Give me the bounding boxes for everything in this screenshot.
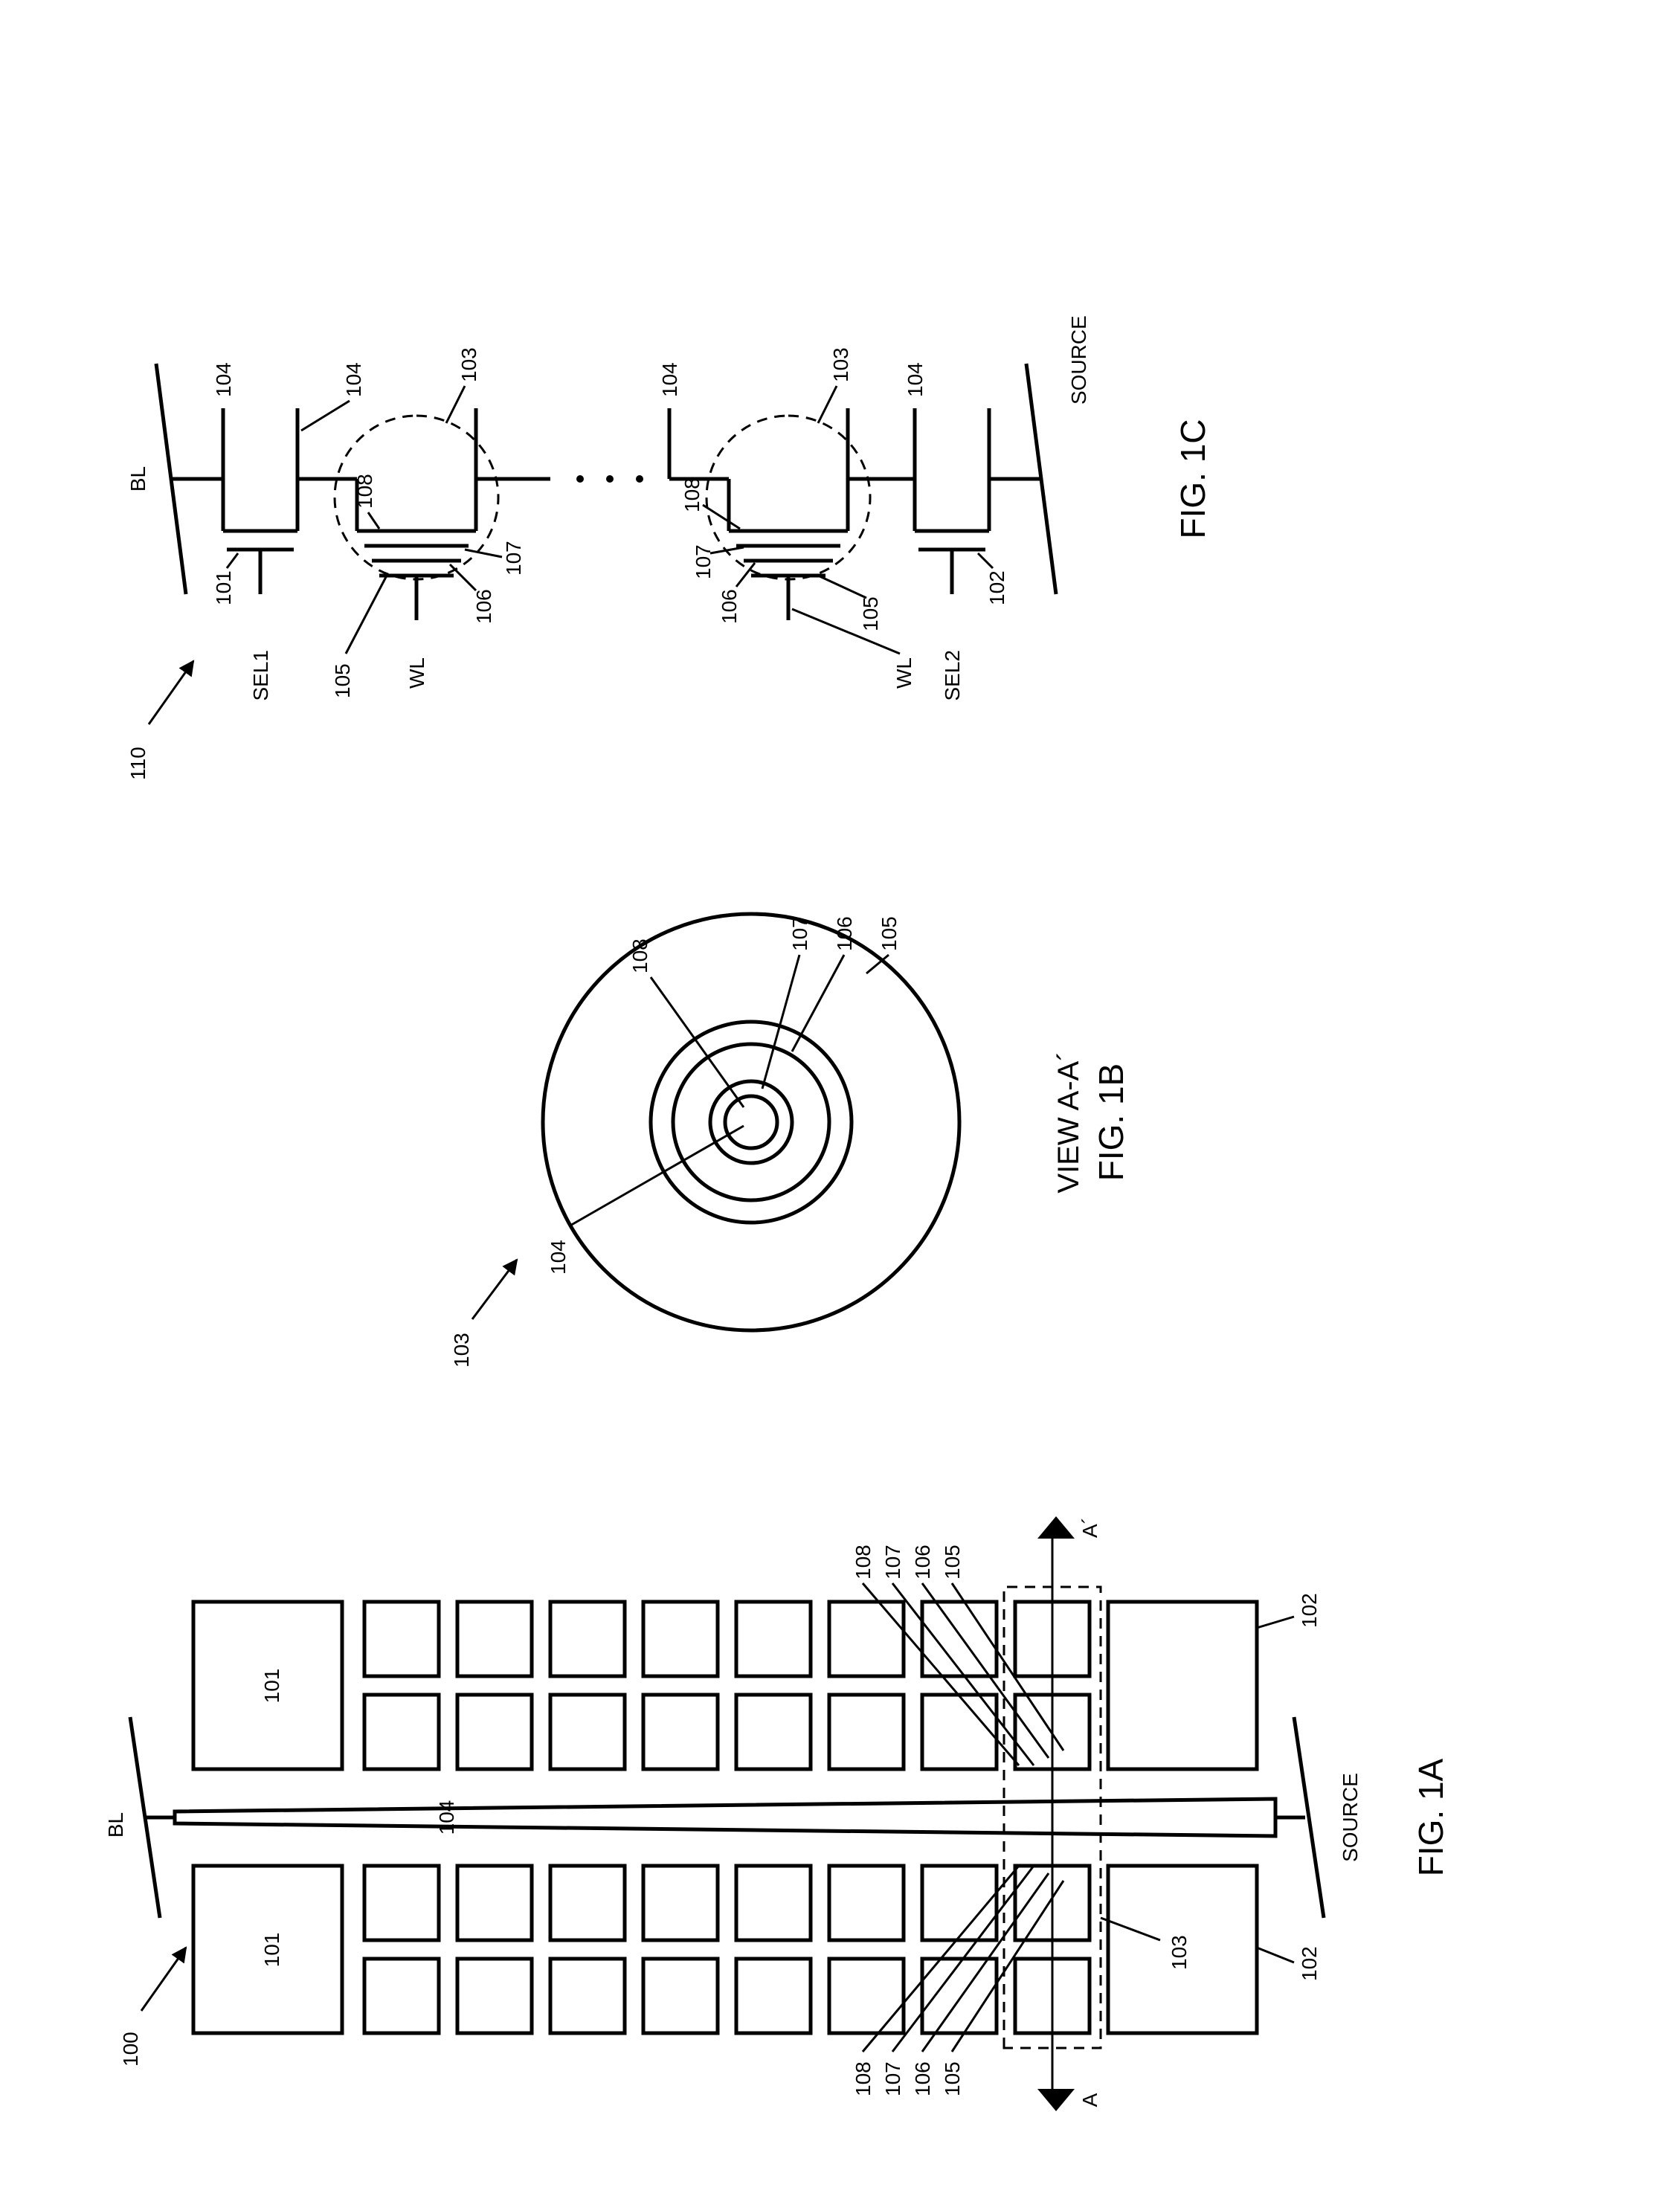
- cell-103: 103: [1168, 1935, 1191, 1970]
- c-101: 101: [212, 570, 235, 605]
- wl-cell-2: WL: [729, 479, 915, 689]
- c-sel1: SEL1: [249, 650, 272, 701]
- r105: 105: [941, 1545, 964, 1579]
- c-wl2: WL: [892, 657, 915, 689]
- r107: 107: [881, 1545, 904, 1579]
- b107: 107: [788, 916, 811, 951]
- c-103a: 103: [457, 347, 480, 382]
- fig-1a: 100 BL 104 SOURCE 101 102: [104, 1516, 1450, 2111]
- fig-1b: 103 104 108 107 106 105 VIEW A-A´ FIG. 1…: [450, 914, 1130, 1368]
- c-104a: 104: [212, 362, 235, 397]
- l108: 108: [852, 2061, 875, 2096]
- section-a-right: A´: [1078, 1517, 1101, 1538]
- c1-105: 105: [331, 663, 354, 698]
- c1-107: 107: [502, 541, 525, 576]
- c2-105: 105: [859, 596, 882, 631]
- right-101: 101: [260, 1669, 283, 1704]
- sel1-transistor: SEL1 101: [212, 479, 297, 701]
- c-102: 102: [985, 570, 1008, 605]
- b105: 105: [878, 916, 901, 951]
- source-label: SOURCE: [1339, 1773, 1362, 1862]
- c-104c: 104: [658, 362, 681, 397]
- patent-figure-sheet: 100 BL 104 SOURCE 101 102: [0, 0, 1680, 2193]
- l105: 105: [941, 2061, 964, 2096]
- l106: 106: [911, 2061, 934, 2096]
- c2-107: 107: [692, 544, 715, 579]
- c-bl: BL: [126, 466, 149, 492]
- r108: 108: [852, 1545, 875, 1579]
- ref-100: 100: [119, 2032, 142, 2067]
- b104: 104: [547, 1240, 570, 1275]
- pillar-104: 104: [435, 1800, 458, 1835]
- fig1b-caption: FIG. 1B: [1092, 1063, 1130, 1181]
- c2-106: 106: [718, 589, 741, 624]
- right-column: 101 102: [193, 1593, 1321, 1769]
- c1-106: 106: [472, 589, 495, 624]
- bl-label: BL: [104, 1812, 127, 1838]
- left-101: 101: [260, 1933, 283, 1968]
- c-source: SOURCE: [1067, 315, 1090, 405]
- c-wl1: WL: [405, 657, 428, 689]
- c2-108: 108: [680, 477, 704, 512]
- section-a-left: A: [1078, 2093, 1101, 2107]
- wl-cell-1: WL: [357, 479, 476, 689]
- left-column: 101 102: [193, 1866, 1321, 2033]
- l107: 107: [881, 2061, 904, 2096]
- sel2-transistor: SEL2 102: [915, 479, 1008, 701]
- fig-1c: 110 BL SEL1 101 104 104 WL 103 105 10: [126, 315, 1212, 780]
- right-102: 102: [1298, 1593, 1321, 1628]
- c1-108: 108: [353, 474, 376, 509]
- c-103b: 103: [829, 347, 852, 382]
- fig1b-subcaption: VIEW A-A´: [1052, 1051, 1085, 1193]
- c-sel2: SEL2: [941, 650, 964, 701]
- c-104d: 104: [904, 362, 927, 397]
- fig1a-caption: FIG. 1A: [1412, 1758, 1450, 1876]
- b108: 108: [628, 938, 651, 973]
- fig1c-caption: FIG. 1C: [1174, 419, 1212, 538]
- b106: 106: [833, 916, 856, 951]
- ref-110: 110: [126, 747, 149, 780]
- ref-103b: 103: [450, 1333, 473, 1368]
- left-102: 102: [1298, 1946, 1321, 1981]
- c-104b: 104: [342, 362, 365, 397]
- r106: 106: [911, 1545, 934, 1579]
